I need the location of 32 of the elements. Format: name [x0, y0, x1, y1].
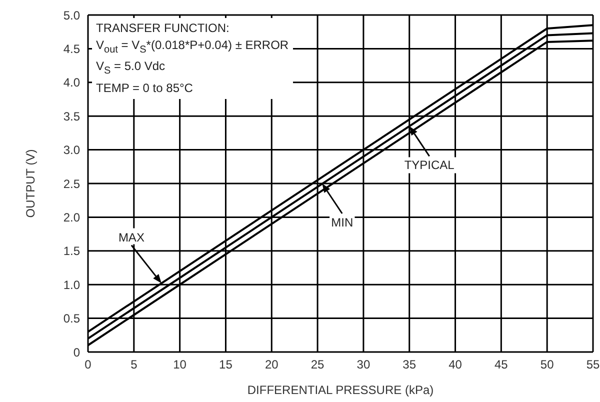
annotation: V$_{out}$ = V$_{S}$*(0.018*P+0.04) ± ERROR — [96, 37, 289, 58]
x-tick-label: 55 — [586, 358, 600, 372]
annotation: MIN — [331, 216, 354, 230]
y-tick-label: 1.0 — [63, 278, 80, 292]
x-tick-label: 0 — [84, 358, 92, 372]
annotation: MAX — [118, 230, 144, 244]
y-tick-label: 0.5 — [63, 312, 80, 326]
y-tick-label: 2.5 — [63, 176, 80, 191]
x-tick-label: 5 — [130, 358, 138, 372]
x-tick-label: 25 — [310, 358, 325, 372]
y-axis-title: OUTPUT (V) — [23, 149, 38, 218]
x-tick-label: 40 — [448, 358, 462, 372]
y-tick-label: 3.0 — [63, 143, 80, 158]
y-tick-label: 4.5 — [63, 42, 80, 56]
annotation: TRANSFER FUNCTION: — [96, 20, 230, 37]
y-tick-label: 3.5 — [63, 109, 80, 124]
x-tick-label: 50 — [540, 358, 554, 372]
x-tick-label: 45 — [494, 358, 508, 372]
y-tick-label: 0 — [73, 345, 80, 360]
annotation: TYPICAL — [404, 158, 455, 172]
y-tick-label: 5.0 — [63, 8, 80, 22]
y-tick-label: 1.5 — [63, 244, 80, 258]
x-tick-label: 15 — [219, 358, 233, 372]
y-tick-label: 2.0 — [63, 210, 80, 224]
x-axis-title: DIFFERENTIAL PRESSURE (kPa) — [247, 383, 434, 397]
y-tick-label: 4.0 — [63, 76, 80, 90]
x-tick-label: 30 — [356, 358, 370, 372]
annotation: TEMP = 0 to 85°C — [96, 80, 194, 97]
x-tick-label: 10 — [173, 358, 187, 372]
x-tick-label: 35 — [402, 358, 416, 372]
x-tick-label: 20 — [264, 358, 279, 372]
annotation: V$_{S}$ = 5.0 Vdc — [96, 58, 166, 79]
